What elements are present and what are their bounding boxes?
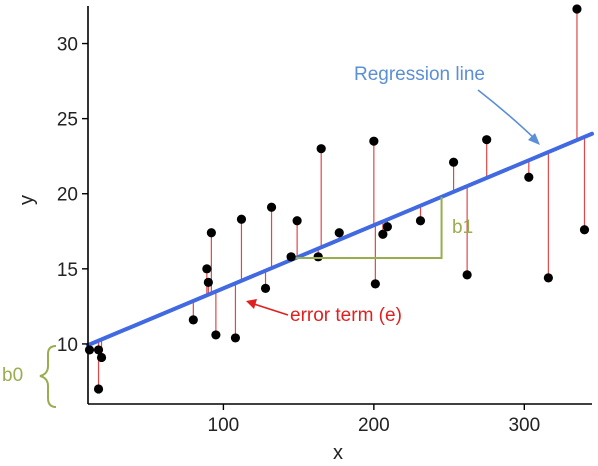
data-point: [211, 330, 221, 340]
intercept-brace: [39, 345, 57, 408]
data-point: [236, 214, 247, 224]
data-point: [378, 229, 388, 239]
data-point: [415, 216, 426, 226]
regression-arrow: [477, 89, 537, 141]
data-point: [313, 252, 323, 262]
data-point: [188, 315, 198, 325]
data-point: [206, 228, 216, 238]
regression-arrow-head: [528, 133, 540, 145]
data-point: [203, 277, 213, 287]
y-tick-label: 30: [57, 35, 78, 56]
y-tick-label: 20: [57, 185, 78, 206]
data-point: [579, 225, 590, 235]
y-tick-label: 15: [57, 260, 78, 281]
data-point: [260, 283, 271, 293]
data-point: [572, 4, 582, 14]
data-point: [524, 172, 534, 182]
data-point: [93, 345, 104, 355]
data-point: [448, 157, 459, 167]
data-point: [286, 252, 296, 262]
regression-line: [86, 131, 594, 348]
data-point: [369, 136, 379, 146]
data-point: [292, 216, 302, 226]
x-tick-label: 200: [358, 415, 390, 436]
intercept-label: b0: [2, 365, 23, 386]
data-point: [84, 345, 95, 355]
x-tick-label: 100: [208, 415, 240, 436]
data-point: [202, 264, 212, 274]
y-ticks: 10 15 20 25 30: [57, 35, 88, 356]
slope-bracket: [295, 196, 443, 260]
data-point: [543, 273, 553, 283]
residual-lines: [88, 9, 586, 389]
data-point: [316, 144, 326, 154]
data-points: [84, 4, 590, 394]
data-point: [96, 352, 107, 363]
regression-line-label: Regression line: [354, 64, 485, 85]
data-point: [382, 222, 392, 232]
data-point: [370, 279, 380, 289]
error-term-label: error term (e): [290, 305, 402, 326]
x-ticks: 100 200 300: [208, 404, 540, 436]
data-point: [334, 228, 344, 238]
slope-label: b1: [452, 217, 473, 238]
x-tick-label: 300: [508, 415, 540, 436]
y-axis-title: y: [16, 195, 38, 205]
data-point: [462, 270, 472, 280]
x-axis-title: x: [333, 442, 343, 464]
error-term-arrow: [253, 303, 289, 316]
y-tick-label: 10: [57, 335, 78, 356]
data-point: [482, 135, 492, 145]
data-point: [93, 384, 104, 394]
error-term-arrow-head: [246, 299, 257, 309]
y-tick-label: 25: [57, 110, 78, 131]
data-point: [230, 333, 241, 343]
data-point: [266, 202, 277, 212]
